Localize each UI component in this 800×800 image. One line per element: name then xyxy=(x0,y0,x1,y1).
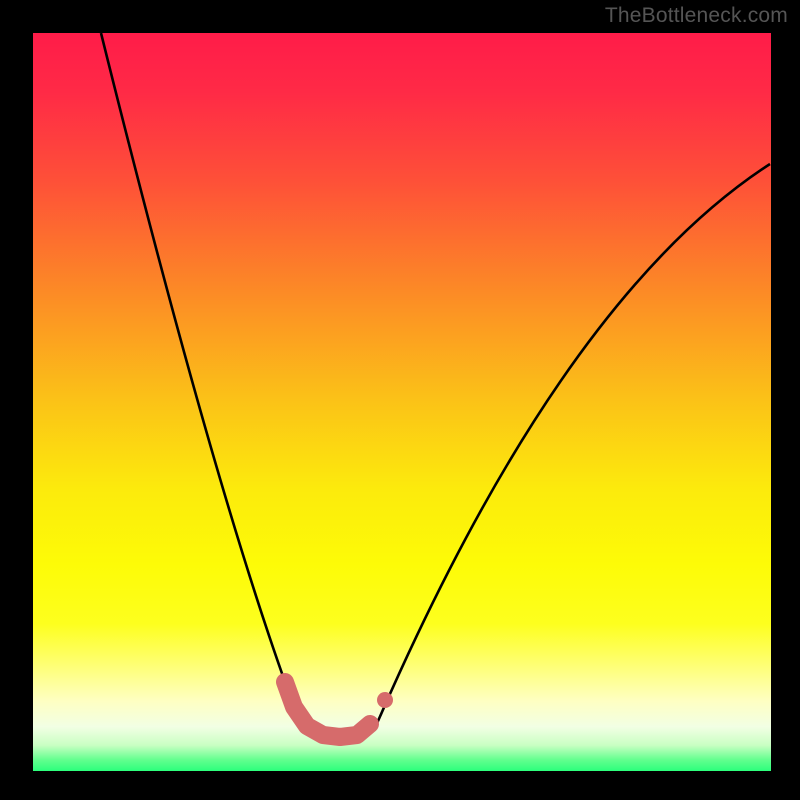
gradient-background xyxy=(33,33,771,771)
chart-container: TheBottleneck.com xyxy=(0,0,800,800)
watermark-text: TheBottleneck.com xyxy=(605,4,788,28)
bottleneck-chart xyxy=(0,0,800,800)
trough-dot xyxy=(377,692,393,708)
